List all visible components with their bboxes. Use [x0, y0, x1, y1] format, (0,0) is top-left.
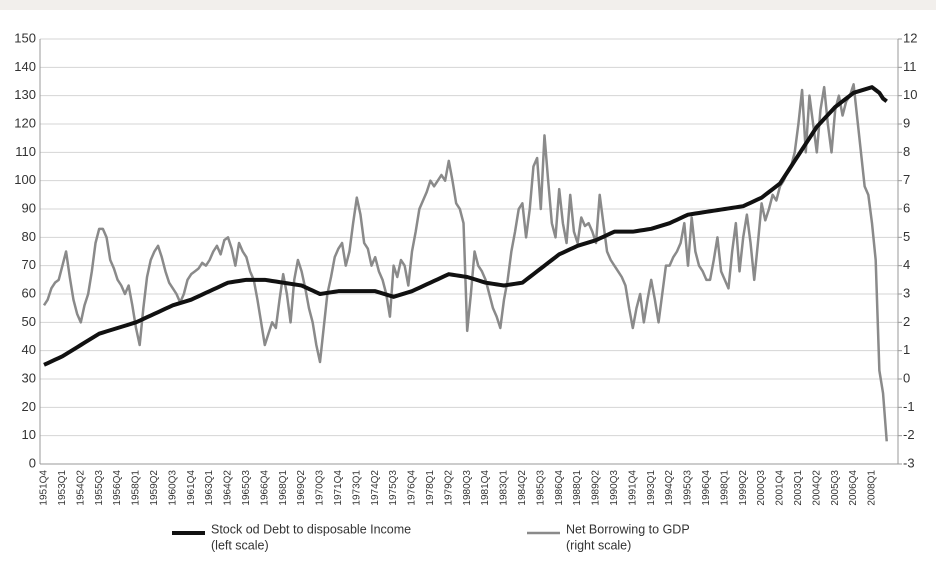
x-tick-label: 1978Q1: [425, 470, 436, 506]
x-tick-label: 1981Q4: [480, 470, 491, 506]
y-tick-label: 0: [29, 455, 36, 470]
y2-tick-label: 11: [903, 59, 917, 74]
x-tick-label: 1951Q4: [39, 470, 50, 506]
legend-note: (right scale): [566, 538, 631, 552]
series-line: [43, 85, 888, 367]
y-tick-label: 50: [22, 314, 36, 329]
x-tick-label: 1956Q4: [112, 470, 123, 506]
x-tick-label: 1963Q1: [204, 470, 215, 506]
x-tick-label: 1968Q1: [278, 470, 289, 506]
y-tick-label: 20: [22, 399, 36, 414]
x-tick-label: 1960Q3: [167, 470, 178, 506]
y2-tick-label: 9: [903, 115, 910, 130]
x-tick-label: 1955Q3: [94, 470, 105, 506]
y-tick-label: 70: [22, 257, 36, 272]
legend-label: Stock od Debt to disposable Income: [211, 522, 411, 536]
x-tick-label: 1996Q4: [701, 470, 712, 506]
y-tick-label: 90: [22, 200, 36, 215]
x-tick-label: 1970Q3: [315, 470, 326, 506]
x-tick-label: 1954Q2: [75, 470, 86, 506]
y-tick-label: 110: [15, 144, 36, 159]
x-tick-label: 1989Q2: [591, 470, 602, 506]
x-tick-label: 1980Q3: [462, 470, 473, 506]
x-tick-label: 2005Q3: [830, 470, 841, 506]
x-tick-label: 2008Q1: [867, 470, 878, 506]
x-tick-label: 1995Q3: [683, 470, 694, 506]
x-tick-label: 1984Q2: [517, 470, 528, 506]
x-tick-label: 2003Q1: [793, 470, 804, 506]
y2-tick-label: 2: [903, 314, 910, 329]
y2-tick-label: 6: [903, 200, 910, 215]
y2-tick-label: -1: [903, 399, 915, 414]
y-tick-label: 40: [22, 342, 36, 357]
y2-tick-label: 1: [903, 342, 910, 357]
y-tick-label: 100: [14, 172, 36, 187]
x-tick-label: 1959Q2: [149, 470, 160, 506]
x-tick-label: 1971Q4: [333, 470, 344, 506]
y-tick-label: 140: [14, 59, 36, 74]
x-tick-label: 1994Q2: [664, 470, 675, 506]
y-tick-label: 120: [14, 115, 36, 130]
x-tick-label: 1979Q2: [443, 470, 454, 506]
y2-tick-label: 4: [903, 257, 910, 272]
x-tick-label: 1999Q2: [738, 470, 749, 506]
y-tick-label: 60: [22, 285, 36, 300]
x-tick-label: 1990Q3: [609, 470, 620, 506]
x-tick-label: 2004Q2: [811, 470, 822, 506]
x-tick-label: 1991Q4: [627, 470, 638, 506]
x-tick-label: 1965Q3: [241, 470, 252, 506]
x-tick-label: 1953Q1: [57, 470, 68, 506]
top-bar: [0, 0, 936, 10]
x-tick-label: 1973Q1: [351, 470, 362, 506]
y-tick-label: 80: [22, 229, 36, 244]
x-tick-label: 1983Q1: [499, 470, 510, 506]
x-tick-label: 1969Q2: [296, 470, 307, 506]
y-tick-label: 10: [22, 427, 36, 442]
y2-tick-label: 7: [903, 172, 910, 187]
y2-tick-label: -2: [903, 427, 915, 442]
x-tick-label: 1975Q3: [388, 470, 399, 506]
series-line: [42, 83, 888, 442]
x-tick-label: 1988Q1: [572, 470, 583, 506]
y2-tick-label: 5: [903, 229, 910, 244]
y-tick-label: 150: [14, 30, 36, 45]
y2-tick-label: 10: [903, 87, 917, 102]
y2-tick-label: 8: [903, 144, 910, 159]
y-tick-label: 30: [22, 370, 36, 385]
y2-tick-label: -3: [903, 455, 915, 470]
legend-label: Net Borrowing to GDP: [566, 522, 690, 536]
x-tick-label: 1976Q4: [407, 470, 418, 506]
x-tick-label: 1998Q1: [719, 470, 730, 506]
x-tick-label: 1961Q4: [186, 470, 197, 506]
x-tick-label: 2001Q4: [775, 470, 786, 506]
y-tick-label: 130: [14, 87, 36, 102]
x-tick-label: 1974Q2: [370, 470, 381, 506]
x-tick-label: 1993Q1: [646, 470, 657, 506]
x-tick-label: 2000Q3: [756, 470, 767, 506]
y2-tick-label: 12: [903, 30, 917, 45]
legend-note: (left scale): [211, 538, 269, 552]
x-tick-label: 1985Q3: [535, 470, 546, 506]
y2-tick-label: 3: [903, 285, 910, 300]
y2-tick-label: 0: [903, 370, 910, 385]
x-tick-label: 1958Q1: [131, 470, 142, 506]
x-tick-label: 2006Q4: [848, 470, 859, 506]
x-tick-label: 1964Q2: [223, 470, 234, 506]
x-tick-label: 1986Q4: [554, 470, 565, 506]
x-tick-label: 1966Q4: [259, 470, 270, 506]
